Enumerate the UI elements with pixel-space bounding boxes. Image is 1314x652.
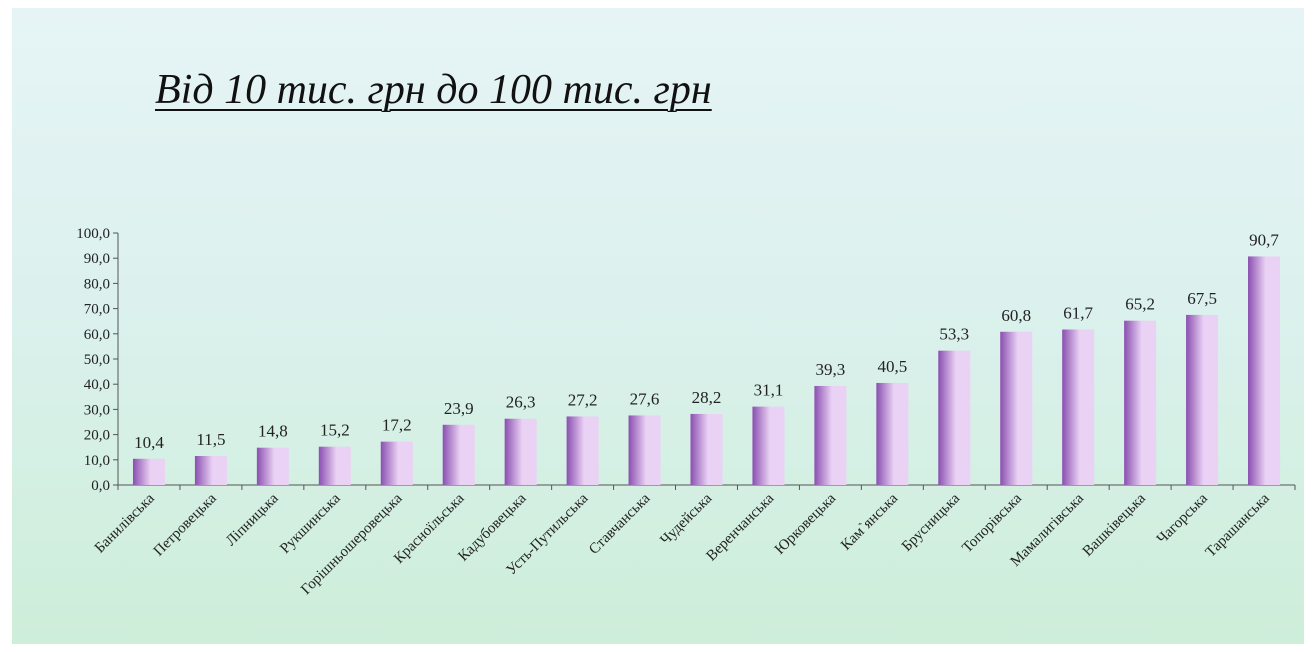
- data-label: 61,7: [1063, 304, 1093, 323]
- bar-chart: 0,0 10,0 20,0 30,0 40,0 50,0 60,0 70,0 80,0 90,0 1…: [76, 226, 1296, 598]
- data-label: 26,3: [506, 393, 536, 412]
- bar: [876, 382, 909, 485]
- y-tick-label: 70,0: [84, 302, 110, 318]
- bar: [1124, 320, 1157, 485]
- category-label: Топорівська: [959, 490, 1025, 556]
- y-tick-label: 0,0: [91, 478, 110, 494]
- bar: [628, 415, 661, 485]
- category-label: Кам`янська: [838, 490, 901, 553]
- data-label: 60,8: [1001, 306, 1031, 325]
- bar: [566, 416, 599, 485]
- data-label: 27,2: [568, 390, 598, 409]
- data-label: 15,2: [320, 421, 350, 440]
- y-tick-label: 80,0: [84, 276, 110, 292]
- bar: [1000, 331, 1033, 485]
- bar: [1248, 256, 1281, 485]
- category-label: Чагорська: [1154, 490, 1211, 547]
- data-label: 65,2: [1125, 295, 1155, 314]
- y-tick-label: 20,0: [84, 428, 110, 444]
- data-label: 11,5: [196, 430, 225, 449]
- data-label: 90,7: [1249, 230, 1279, 249]
- y-tick-label: 90,0: [84, 251, 110, 267]
- y-tick-label: 50,0: [84, 352, 110, 368]
- bar: [690, 413, 723, 485]
- y-tick-label: 60,0: [84, 327, 110, 343]
- data-label: 40,5: [877, 357, 907, 376]
- slide-background: Від 10 тис. грн до 100 тис. грн 0,0 10,0 2…: [12, 8, 1304, 644]
- bar: [194, 456, 227, 485]
- data-label: 14,8: [258, 422, 288, 441]
- y-tick-label: 100,0: [76, 226, 110, 242]
- category-label: Тарашанська: [1203, 490, 1273, 560]
- category-label: Рукшинська: [277, 490, 344, 557]
- bar: [814, 385, 847, 485]
- category-label: Юрковецька: [772, 490, 840, 558]
- data-label: 28,2: [692, 388, 722, 407]
- data-label: 53,3: [939, 325, 969, 344]
- category-label: Банилівська: [92, 490, 158, 556]
- data-label: 17,2: [382, 416, 412, 435]
- bar: [752, 406, 785, 485]
- data-label: 23,9: [444, 399, 474, 418]
- slide-title: Від 10 тис. грн до 100 тис. грн: [155, 67, 712, 113]
- data-label: 67,5: [1187, 289, 1217, 308]
- bar: [938, 350, 971, 485]
- category-label: Вашківецька: [1080, 490, 1149, 559]
- bar: [318, 446, 351, 485]
- bar: [504, 418, 537, 485]
- category-label: Горішньошеровецька: [298, 490, 406, 598]
- y-tick-label: 10,0: [84, 453, 110, 469]
- y-tick-label: 30,0: [84, 402, 110, 418]
- category-label: Ставчанська: [586, 490, 654, 558]
- data-label: 27,6: [630, 389, 660, 408]
- bar: [256, 447, 289, 485]
- category-label: Ліпницька: [223, 490, 282, 549]
- bar: [132, 458, 165, 485]
- category-label: Брусницька: [899, 490, 963, 554]
- data-label: 31,1: [754, 381, 784, 400]
- bar: [442, 424, 475, 485]
- bar: [1062, 329, 1095, 485]
- y-tick-label: 40,0: [84, 377, 110, 393]
- category-label: Петровецька: [151, 490, 220, 559]
- data-label: 10,4: [134, 433, 164, 452]
- category-label: Чудейська: [657, 490, 715, 548]
- bar: [1186, 314, 1219, 485]
- bar: [380, 441, 413, 485]
- data-label: 39,3: [816, 360, 846, 379]
